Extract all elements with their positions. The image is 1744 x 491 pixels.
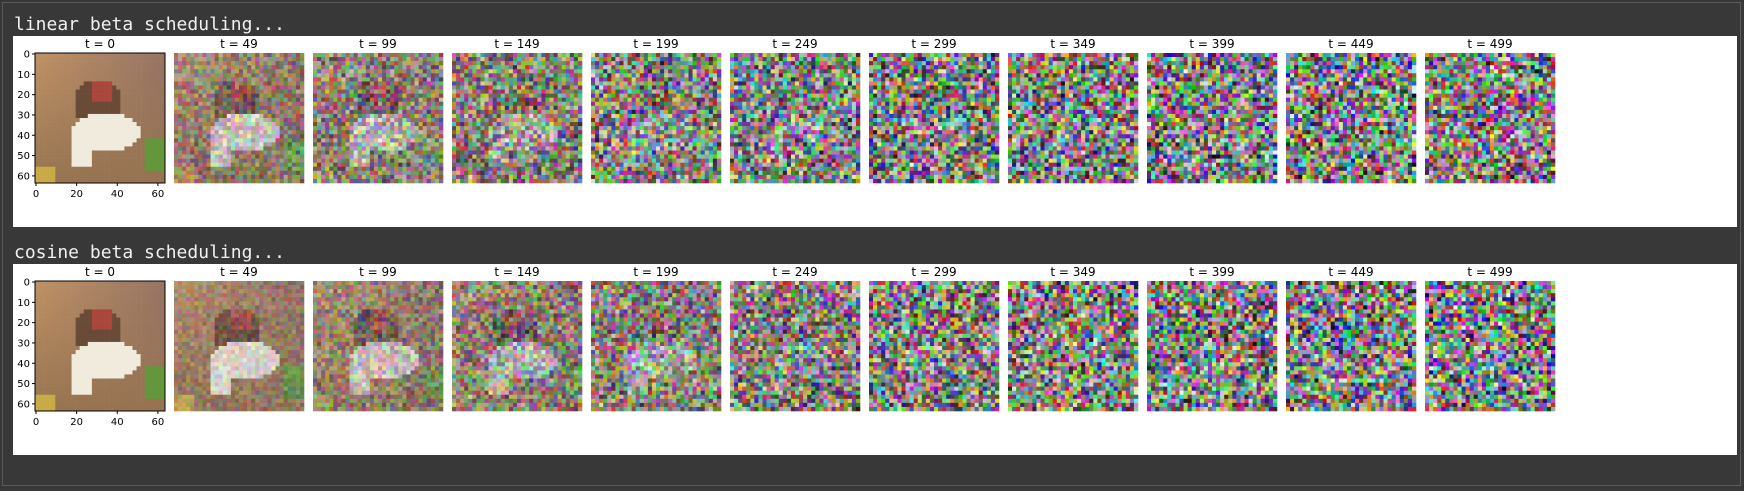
timestep-label: t = 449 — [1328, 37, 1373, 51]
timestep-label: t = 449 — [1328, 265, 1373, 279]
noised-image — [1147, 281, 1278, 412]
panel-8: t = 399 — [1147, 37, 1278, 184]
panel-8: t = 399 — [1147, 265, 1278, 412]
timestep-label: t = 149 — [494, 265, 539, 279]
timestep-label: t = 149 — [494, 37, 539, 51]
timestep-label: t = 499 — [1467, 37, 1512, 51]
panel-9: t = 449 — [1286, 265, 1417, 412]
section-title-cosine: cosine beta scheduling... — [14, 242, 285, 264]
panel-10: t = 499 — [1425, 37, 1556, 184]
panel-5: t = 249 — [730, 265, 861, 412]
noised-image — [313, 281, 444, 412]
timestep-label: t = 349 — [1050, 265, 1095, 279]
noised-image — [174, 281, 305, 412]
y-tick-label: 50 — [17, 151, 30, 162]
timestep-label: t = 399 — [1189, 37, 1234, 51]
panel-9: t = 449 — [1286, 37, 1417, 184]
noised-image — [1425, 53, 1556, 184]
noised-image — [591, 281, 722, 412]
x-tick-label: 40 — [111, 189, 124, 200]
timestep-label: t = 49 — [220, 265, 258, 279]
panel-1: t = 49 — [174, 265, 305, 412]
y-tick-label: 10 — [17, 298, 30, 309]
timestep-label: t = 99 — [359, 265, 397, 279]
y-tick-label: 30 — [17, 110, 30, 121]
panel-10: t = 499 — [1425, 265, 1556, 412]
figure-cosine: t = 0 0 10 20 30 40 50 60 0 20 40 60 t = 49 t = 99 t =… — [13, 264, 1737, 455]
noised-image — [452, 281, 583, 412]
noised-image — [1008, 281, 1139, 412]
timestep-label: t = 99 — [359, 37, 397, 51]
noised-image — [869, 281, 1000, 412]
panel-4: t = 199 — [591, 37, 722, 184]
y-tick-label: 40 — [17, 131, 30, 142]
y-tick-label: 20 — [17, 318, 30, 329]
timestep-label: t = 0 — [85, 265, 115, 279]
y-tick-label: 60 — [17, 171, 30, 182]
panel-7: t = 349 — [1008, 265, 1139, 412]
y-tick-label: 40 — [17, 359, 30, 370]
panel-4: t = 199 — [591, 265, 722, 412]
y-tick-label: 60 — [17, 399, 30, 410]
timestep-label: t = 199 — [633, 37, 678, 51]
y-tick-label: 20 — [17, 90, 30, 101]
y-tick-label: 0 — [24, 50, 30, 61]
panel-5: t = 249 — [730, 37, 861, 184]
noised-image — [313, 53, 444, 184]
noised-image — [1008, 53, 1139, 184]
x-tick-label: 20 — [70, 417, 83, 428]
x-tick-label: 20 — [70, 189, 83, 200]
panel-2: t = 99 — [313, 265, 444, 412]
noised-image — [35, 53, 166, 184]
panel-7: t = 349 — [1008, 37, 1139, 184]
x-tick-label: 0 — [33, 189, 39, 200]
timestep-label: t = 299 — [911, 265, 956, 279]
timestep-label: t = 399 — [1189, 265, 1234, 279]
timestep-label: t = 249 — [772, 265, 817, 279]
y-tick-label: 50 — [17, 379, 30, 390]
noised-image — [1425, 281, 1556, 412]
panel-3: t = 149 — [452, 37, 583, 184]
noised-image — [452, 53, 583, 184]
panel-6: t = 299 — [869, 265, 1000, 412]
figure-linear: t = 0 0 10 20 30 40 50 60 0 20 40 60 t = 49 t = 99 t =… — [13, 36, 1737, 227]
y-tick-label: 0 — [24, 278, 30, 289]
panel-2: t = 99 — [313, 37, 444, 184]
y-tick-label: 30 — [17, 338, 30, 349]
x-tick-label: 0 — [33, 417, 39, 428]
noised-image — [35, 281, 166, 412]
timestep-label: t = 349 — [1050, 37, 1095, 51]
timestep-label: t = 0 — [85, 37, 115, 51]
x-tick-label: 60 — [152, 417, 165, 428]
timestep-label: t = 499 — [1467, 265, 1512, 279]
x-tick-label: 40 — [111, 417, 124, 428]
panel-6: t = 299 — [869, 37, 1000, 184]
noised-image — [730, 281, 861, 412]
x-tick-label: 60 — [152, 189, 165, 200]
panel-3: t = 149 — [452, 265, 583, 412]
noised-image — [869, 53, 1000, 184]
noised-image — [1147, 53, 1278, 184]
section-title-linear: linear beta scheduling... — [14, 14, 285, 36]
noised-image — [174, 53, 305, 184]
panel-1: t = 49 — [174, 37, 305, 184]
noised-image — [591, 53, 722, 184]
noised-image — [730, 53, 861, 184]
timestep-label: t = 249 — [772, 37, 817, 51]
timestep-label: t = 49 — [220, 37, 258, 51]
noised-image — [1286, 53, 1417, 184]
timestep-label: t = 299 — [911, 37, 956, 51]
timestep-label: t = 199 — [633, 265, 678, 279]
noised-image — [1286, 281, 1417, 412]
y-tick-label: 10 — [17, 70, 30, 81]
